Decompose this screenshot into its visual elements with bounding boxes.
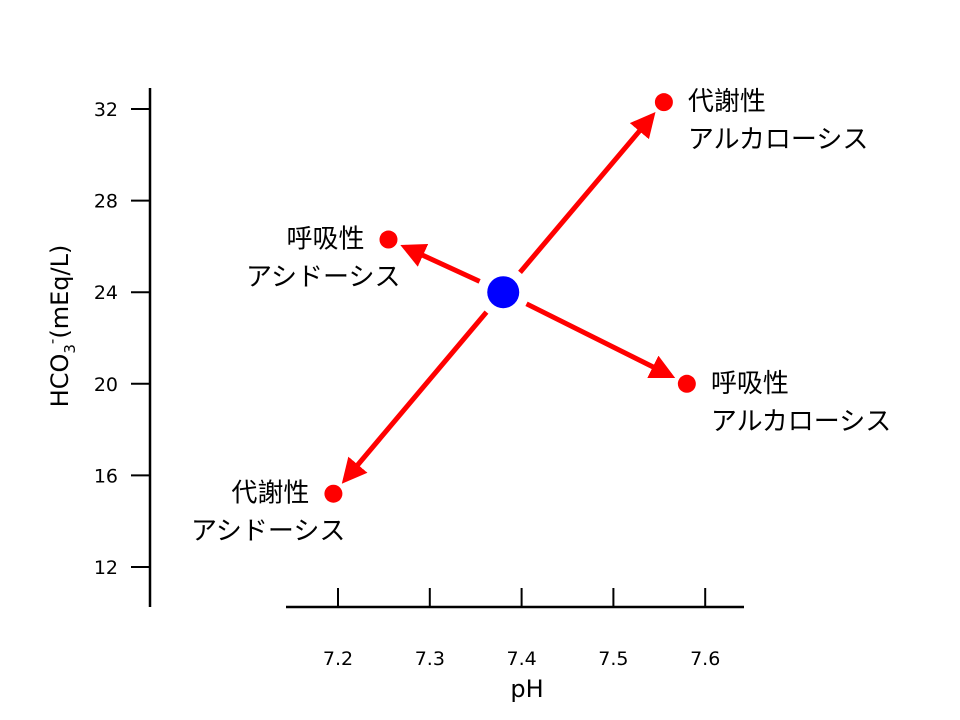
direction-arrow: [518, 112, 656, 274]
annotation-line1: 代謝性: [688, 87, 766, 117]
center-point: [487, 276, 520, 309]
y-tick-label: 24: [94, 282, 118, 304]
direction-arrow: [341, 310, 489, 484]
y-ticks: 12 16 20 24 28 32: [94, 99, 150, 579]
y-tick-label: 28: [94, 191, 118, 213]
x-axis-title: pH: [510, 675, 543, 703]
data-point: [677, 374, 696, 393]
y-tick-label: 16: [94, 465, 118, 487]
annotation-line1: 呼吸性: [286, 225, 364, 255]
x-tick-label: 7.5: [598, 648, 628, 670]
y-tick-label: 32: [94, 99, 118, 121]
y-axis-title-sub: 3: [61, 344, 79, 354]
annotation-line2: アルカローシス: [711, 407, 891, 437]
x-tick-label: 7.6: [690, 648, 720, 670]
y-axis-title: HCO3-(mEq/L): [43, 245, 79, 408]
annotation-line2: アルカローシス: [688, 125, 868, 155]
annotation-line2: アシドーシス: [246, 263, 400, 293]
x-tick-label: 7.2: [323, 648, 353, 670]
direction-arrow: [400, 244, 481, 284]
annotation-line2: アシドーシス: [191, 517, 345, 547]
data-point: [379, 230, 398, 249]
y-tick-label: 20: [94, 374, 118, 396]
data-point: [654, 93, 673, 112]
x-tick-label: 7.4: [506, 648, 536, 670]
annotation-line1: 呼吸性: [711, 369, 789, 399]
arrows-group: [341, 112, 676, 484]
direction-arrow: [525, 301, 676, 379]
y-tick-label: 12: [94, 557, 118, 579]
y-axis-title-tail: (mEq/L): [46, 245, 74, 339]
x-tick-label: 7.3: [415, 648, 445, 670]
y-axis-title-main: HCO: [46, 354, 74, 408]
y-axis-title-sup: -: [43, 339, 61, 344]
annotation-line1: 代謝性: [231, 479, 309, 509]
data-point: [324, 484, 343, 503]
points-group: [324, 93, 696, 503]
x-ticks: 7.2 7.3 7.4 7.5 7.6: [323, 588, 720, 670]
